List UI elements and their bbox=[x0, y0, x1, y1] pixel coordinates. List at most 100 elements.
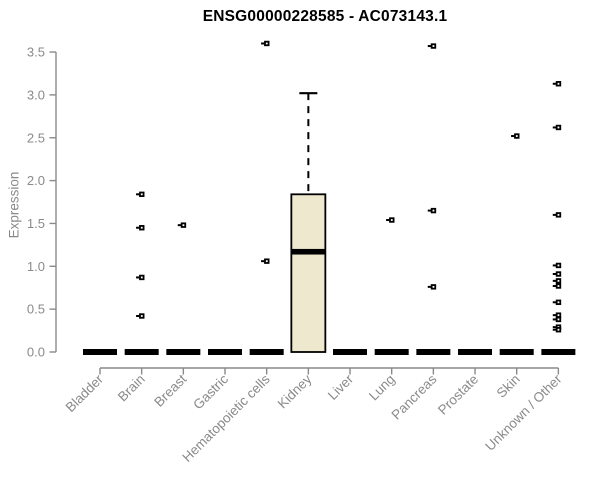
outlier-point-unknown-other bbox=[552, 262, 562, 269]
outlier-point-brain bbox=[136, 274, 145, 281]
outlier-dash bbox=[552, 318, 556, 321]
outlier-square-center bbox=[432, 45, 435, 47]
x-tick-label-skin: Skin bbox=[494, 372, 523, 401]
outlier-point-unknown-other bbox=[552, 278, 562, 284]
median-line-gastric bbox=[208, 349, 243, 355]
outlier-dash bbox=[136, 193, 140, 196]
y-tick-label: 3.5 bbox=[27, 45, 45, 60]
outlier-point-unknown-other bbox=[552, 299, 562, 305]
outlier-point-unknown-other bbox=[552, 124, 562, 131]
median-line-lung bbox=[374, 349, 409, 355]
outlier-dash bbox=[552, 285, 556, 288]
outlier-dash bbox=[427, 285, 431, 288]
outlier-dash bbox=[552, 213, 556, 216]
outlier-point-hematopoietic-cells bbox=[261, 40, 270, 47]
outlier-point-pancreas bbox=[427, 284, 437, 290]
median-line-hematopoietic-cells bbox=[249, 349, 284, 355]
outlier-point-brain bbox=[136, 191, 145, 198]
outlier-square-center bbox=[557, 264, 560, 267]
outlier-point-unknown-other bbox=[552, 81, 562, 87]
outlier-dash bbox=[261, 260, 265, 263]
outlier-square-center bbox=[557, 273, 560, 275]
y-tick-label: 1.0 bbox=[27, 259, 45, 274]
outlier-dash bbox=[136, 315, 140, 318]
x-tick-label-lung: Lung bbox=[366, 372, 398, 404]
outlier-square-center bbox=[140, 315, 143, 317]
x-tick-label-gastric: Gastric bbox=[190, 371, 231, 412]
median-line-pancreas bbox=[416, 349, 451, 355]
outlier-square-center bbox=[432, 285, 435, 288]
median-line-breast bbox=[166, 349, 201, 355]
outlier-dash bbox=[136, 226, 140, 229]
outlier-point-pancreas bbox=[427, 207, 437, 214]
x-tick-label-pancreas: Pancreas bbox=[389, 371, 440, 422]
outlier-square-center bbox=[557, 285, 560, 287]
outlier-point-breast bbox=[177, 222, 187, 228]
outlier-dash bbox=[261, 42, 265, 45]
x-tick-label-liver: Liver bbox=[325, 371, 357, 403]
outlier-square-center bbox=[140, 276, 143, 279]
outlier-point-hematopoietic-cells bbox=[261, 258, 270, 264]
y-tick-label: 2.0 bbox=[27, 173, 45, 188]
outlier-point-unknown-other bbox=[552, 327, 562, 333]
outlier-dash bbox=[552, 273, 556, 276]
outlier-square-center bbox=[140, 193, 143, 196]
x-tick-label-kidney: Kidney bbox=[275, 371, 315, 411]
median-line-kidney bbox=[291, 248, 326, 255]
outlier-dash bbox=[552, 82, 556, 85]
x-tick-label-prostate: Prostate bbox=[435, 372, 481, 418]
outlier-square-center bbox=[557, 82, 560, 85]
outlier-square-center bbox=[265, 42, 268, 45]
outlier-point-unknown-other bbox=[552, 312, 562, 318]
outlier-dash bbox=[552, 279, 556, 282]
outlier-dash bbox=[552, 301, 556, 304]
median-line-brain bbox=[124, 349, 159, 355]
outlier-point-unknown-other bbox=[552, 283, 562, 289]
outlier-dash bbox=[386, 219, 390, 222]
outlier-square-center bbox=[182, 224, 185, 227]
x-tick-label-brain: Brain bbox=[115, 372, 148, 405]
outlier-square-center bbox=[557, 126, 560, 129]
outlier-dash bbox=[552, 314, 556, 317]
median-line-prostate bbox=[458, 349, 493, 355]
outlier-dash bbox=[552, 264, 556, 267]
outlier-square-center bbox=[390, 219, 393, 221]
outlier-square-center bbox=[140, 226, 143, 229]
median-line-liver bbox=[333, 349, 368, 355]
median-line-unknown-other bbox=[541, 349, 576, 355]
x-tick-label-bladder: Bladder bbox=[63, 371, 107, 415]
outlier-square-center bbox=[432, 209, 435, 212]
chart-title: ENSG00000228585 - AC073143.1 bbox=[202, 8, 448, 25]
outlier-dash bbox=[552, 326, 556, 329]
outlier-point-unknown-other bbox=[552, 212, 562, 218]
y-tick-label: 0.0 bbox=[27, 345, 45, 360]
outlier-point-brain bbox=[136, 313, 145, 319]
y-tick-label: 3.0 bbox=[27, 87, 45, 102]
outlier-dash bbox=[552, 126, 556, 129]
median-line-skin bbox=[499, 349, 534, 355]
outlier-dash bbox=[552, 328, 556, 331]
outlier-square-center bbox=[557, 314, 560, 317]
outlier-dash bbox=[136, 276, 140, 279]
y-tick-label: 2.5 bbox=[27, 130, 45, 145]
outlier-point-pancreas bbox=[427, 43, 437, 49]
outlier-square-center bbox=[557, 213, 560, 216]
median-line-bladder bbox=[83, 349, 117, 355]
outlier-point-unknown-other bbox=[552, 316, 562, 323]
x-tick-label-breast: Breast bbox=[151, 371, 189, 409]
x-tick-label-unknown-other: Unknown / Other bbox=[482, 371, 565, 454]
outlier-point-brain bbox=[136, 225, 145, 231]
outlier-point-lung bbox=[386, 217, 395, 223]
outlier-dash bbox=[511, 135, 515, 138]
y-tick-label: 1.5 bbox=[27, 216, 45, 231]
outlier-point-skin bbox=[511, 133, 520, 139]
outlier-dash bbox=[177, 224, 181, 227]
outlier-dash bbox=[427, 45, 431, 48]
y-tick-label: 0.5 bbox=[27, 302, 45, 317]
box-kidney bbox=[290, 193, 327, 353]
outlier-square-center bbox=[515, 135, 518, 137]
outlier-square-center bbox=[557, 328, 560, 331]
outlier-point-unknown-other bbox=[552, 271, 562, 277]
